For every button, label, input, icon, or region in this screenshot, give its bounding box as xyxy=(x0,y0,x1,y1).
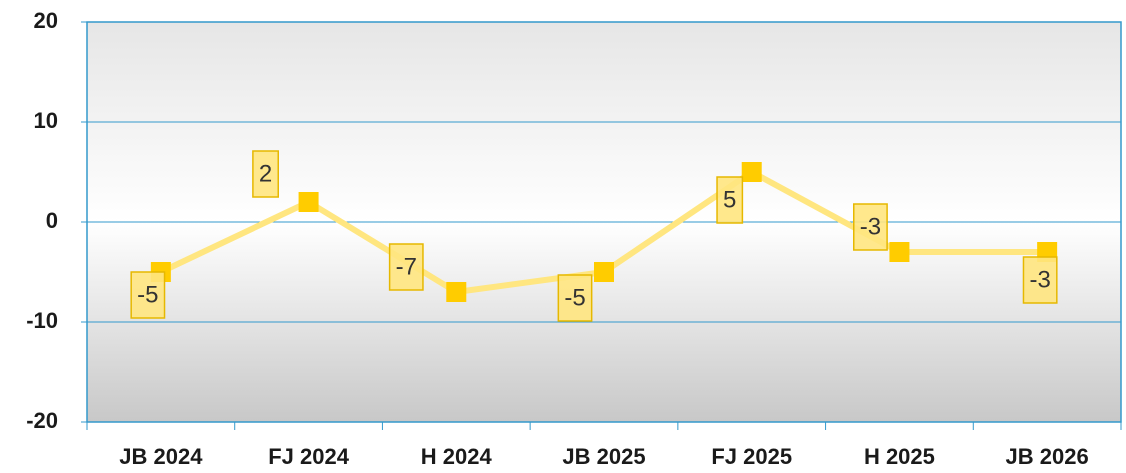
data-label: -3 xyxy=(860,213,881,240)
marker xyxy=(446,282,467,302)
y-tick-label: 0 xyxy=(46,208,58,233)
y-tick-label: 20 xyxy=(34,8,58,33)
data-label-box xyxy=(388,243,424,291)
data-label-box xyxy=(252,150,280,198)
marker xyxy=(889,242,910,262)
data-label: -7 xyxy=(396,253,417,280)
x-tick-label: H 2025 xyxy=(864,444,935,469)
x-tick-label: JB 2026 xyxy=(1006,444,1089,469)
y-tick-label: 10 xyxy=(34,108,58,133)
x-tick-label: JB 2024 xyxy=(119,444,203,469)
data-label-box xyxy=(716,176,744,224)
marker xyxy=(741,162,762,182)
x-tick-label: FJ 2024 xyxy=(268,444,349,469)
marker xyxy=(298,192,319,212)
y-tick-label: -20 xyxy=(26,408,58,433)
marker xyxy=(594,262,614,282)
x-tick-label: H 2024 xyxy=(421,444,493,469)
data-label-box xyxy=(853,203,888,251)
data-label: -5 xyxy=(137,281,158,308)
data-label-box xyxy=(1022,256,1058,304)
data-label-box xyxy=(557,274,593,322)
data-label: -3 xyxy=(1029,266,1050,293)
x-tick-label: JB 2025 xyxy=(562,444,645,469)
data-label-box xyxy=(130,271,166,319)
y-tick-label: -10 xyxy=(26,308,58,333)
data-label: 2 xyxy=(259,160,272,187)
x-tick-label: FJ 2025 xyxy=(711,444,792,469)
data-label: -5 xyxy=(564,284,585,311)
data-label: 5 xyxy=(723,186,736,213)
